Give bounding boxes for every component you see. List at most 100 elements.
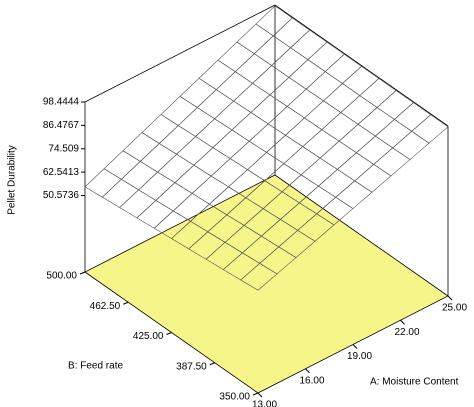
surface-cell — [267, 106, 305, 136]
y-tick-label: 350.00 — [219, 392, 250, 403]
surface-cell — [215, 71, 254, 102]
floor — [84, 174, 449, 394]
surface-cell — [354, 163, 392, 193]
surface-cell — [321, 112, 359, 142]
surface-cell — [234, 53, 273, 84]
surface-cell — [253, 35, 292, 66]
surface-cell — [136, 199, 174, 229]
surface-cell — [340, 95, 378, 125]
surface-cell — [304, 100, 342, 131]
surface-cell — [84, 168, 122, 198]
z-tick-label: 74.509 — [48, 143, 79, 154]
surface-cell — [392, 130, 430, 160]
surface-cell — [141, 114, 179, 144]
surface-cell — [323, 83, 361, 113]
y-tick — [252, 392, 259, 396]
surface-cell — [290, 29, 328, 61]
surface-cell — [214, 100, 252, 131]
x-tick — [305, 368, 310, 374]
surface-cell — [342, 65, 380, 96]
surface-cell — [317, 169, 356, 198]
y-tick — [166, 332, 172, 335]
surface-cell — [122, 132, 160, 162]
surface-cell — [195, 118, 233, 149]
surface-cell — [307, 41, 345, 72]
x-axis-title: A: Moisture Content — [370, 377, 459, 388]
y-tick — [79, 271, 86, 275]
box-edge — [84, 4, 276, 103]
surface-cell — [217, 41, 255, 73]
surface-cell — [191, 175, 229, 205]
surface-cell — [285, 117, 323, 147]
surface-cell — [177, 107, 216, 137]
surface-cell — [411, 114, 449, 144]
surface-cell — [255, 5, 293, 37]
y-axis-title: B: Feed rate — [68, 361, 123, 372]
surface-cell — [336, 152, 375, 182]
surface-cell — [324, 53, 362, 84]
surface-cell — [120, 161, 159, 191]
z-axis-title: Pellet Durability — [7, 145, 18, 214]
surface-cell — [338, 123, 376, 154]
surface-cell — [158, 125, 197, 155]
x-tick — [400, 319, 405, 325]
x-tick-label: 25.00 — [442, 303, 467, 314]
surface-cell — [335, 180, 373, 209]
surface-cell — [139, 143, 178, 173]
surface-cell — [319, 140, 357, 170]
y-tick-label: 462.50 — [90, 301, 121, 312]
surface-cell — [155, 182, 193, 212]
surface-cell — [231, 112, 269, 142]
surface-cell — [103, 150, 141, 180]
x-tick-label: 22.00 — [395, 327, 420, 338]
y-tick-label: 425.00 — [133, 331, 164, 342]
surface-cell — [119, 189, 157, 219]
surface-cell — [355, 135, 394, 165]
surface-cell — [300, 157, 338, 187]
surface-cell — [266, 134, 304, 165]
surface-cell — [196, 89, 235, 120]
z-tick-label: 98.4444 — [43, 97, 80, 108]
box-edge — [274, 4, 449, 127]
surface-cell — [283, 146, 321, 176]
x-tick-label: 13.00 — [252, 400, 277, 407]
surface-cell — [250, 94, 288, 125]
surface-cell — [101, 178, 140, 208]
surface-cell — [176, 136, 214, 166]
surface-cell — [160, 95, 198, 126]
surface-cell — [272, 17, 311, 49]
surface-cell — [286, 88, 324, 119]
x-tick — [352, 344, 358, 349]
z-tick-label: 62.5413 — [43, 167, 80, 178]
y-tick — [123, 301, 129, 305]
surface-cell — [247, 151, 285, 182]
z-tick-label: 50.5736 — [43, 190, 80, 201]
surface-cell — [210, 158, 248, 188]
surface-cell — [248, 123, 286, 153]
surface-cell — [212, 129, 250, 159]
surface-cell — [157, 153, 195, 184]
surface-cell — [393, 102, 432, 132]
surface-cell — [138, 171, 176, 201]
surface-cell — [233, 83, 271, 113]
surface-cell — [305, 71, 343, 102]
surface-cell — [376, 90, 414, 120]
surface-cell — [193, 147, 231, 177]
x-tick-label: 16.00 — [300, 375, 325, 386]
surface-cell — [373, 147, 411, 177]
z-tick-label: 86.4767 — [43, 120, 80, 131]
y-tick-label: 387.50 — [176, 361, 207, 372]
surface-cell — [288, 59, 326, 90]
surface-cell — [374, 119, 413, 149]
surface-cell — [302, 129, 340, 159]
surface-cell — [229, 140, 267, 171]
x-tick — [447, 295, 453, 301]
x-tick-label: 19.00 — [347, 351, 372, 362]
surface-cell — [198, 59, 236, 90]
surface-cell — [357, 107, 395, 137]
surface-cell — [271, 47, 309, 78]
surface-cell — [236, 23, 274, 55]
surface-cell — [179, 77, 217, 108]
y-tick — [209, 362, 215, 366]
